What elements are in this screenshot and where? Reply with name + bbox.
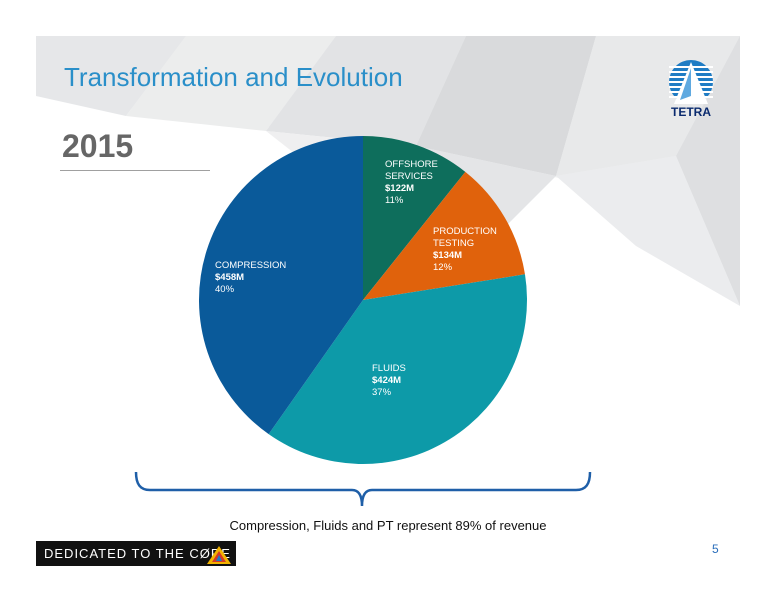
- chart-caption: Compression, Fluids and PT represent 89%…: [229, 518, 547, 533]
- label-compression-percent: 40%: [215, 284, 235, 295]
- pie-slice-compression: [199, 136, 363, 435]
- background-facets: [36, 36, 740, 306]
- summary-bracket: [134, 471, 592, 507]
- label-offshore-line1: OFFSHORE: [385, 159, 438, 170]
- label-fluids-value: $424M: [372, 375, 401, 386]
- year-heading: 2015: [62, 128, 134, 164]
- label-production-line1: PRODUCTION: [433, 226, 497, 237]
- label-compression-name: COMPRESSION: [215, 260, 286, 271]
- year-divider: [60, 170, 210, 171]
- label-fluids-name: FLUIDS: [372, 363, 406, 374]
- pie-slice-offshore-services: [363, 136, 466, 300]
- label-offshore-percent: 11%: [385, 195, 404, 206]
- slice-label-offshore: OFFSHORE SERVICES $122M 11%: [385, 159, 440, 206]
- label-offshore-line2: SERVICES: [385, 171, 433, 182]
- label-production-percent: 12%: [433, 262, 453, 273]
- label-production-line2: TESTING: [433, 238, 474, 249]
- slice-label-production: PRODUCTION TESTING $134M 12%: [433, 226, 500, 273]
- page-number: 5: [712, 542, 719, 556]
- logo-wordmark: TETRA: [671, 105, 711, 119]
- label-compression-value: $458M: [215, 272, 244, 283]
- pie-slice-production-testing: [363, 171, 525, 300]
- slice-label-fluids: FLUIDS $424M 37%: [372, 363, 408, 398]
- label-production-value: $134M: [433, 250, 462, 261]
- footer-tagline: DEDICATED TO THE CØRE: [44, 546, 231, 561]
- core-triangle-icon: [207, 546, 231, 564]
- pie-slices: [199, 136, 527, 464]
- slice-label-compression: COMPRESSION $458M 40%: [215, 260, 289, 295]
- footer-banner: DEDICATED TO THE CØRE: [36, 541, 236, 566]
- pie-slice-fluids: [268, 274, 527, 464]
- label-fluids-percent: 37%: [372, 387, 392, 398]
- slide-title: Transformation and Evolution: [64, 62, 403, 92]
- label-offshore-value: $122M: [385, 183, 414, 194]
- tetra-logo: TETRA: [669, 60, 713, 119]
